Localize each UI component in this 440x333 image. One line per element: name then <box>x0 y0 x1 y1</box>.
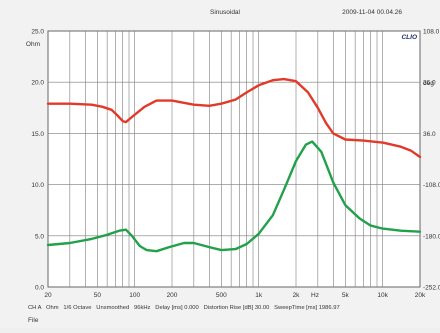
series-line-2 <box>46 140 422 253</box>
x-axis-tick-label: 2k <box>293 292 301 299</box>
x-axis-tick-label: 10k <box>377 292 388 299</box>
brand-logo: CLIO <box>401 34 417 41</box>
chart-title: Sinusoidal <box>210 9 241 16</box>
timestamp: 2009-11-04 00.04.26 <box>342 9 402 16</box>
x-axis-tick-label: 100 <box>129 292 140 299</box>
right-axis-tick-label: 108.0 <box>423 29 440 36</box>
series-line-1 <box>46 77 422 159</box>
x-axis-tick-label: 200 <box>167 292 178 299</box>
right-axis-tick-label: 36.0 <box>423 80 436 87</box>
x-axis-tick-label: 20k <box>415 292 426 299</box>
right-axis-tick-label: -108.0 <box>423 182 440 189</box>
file-menu[interactable]: File <box>28 317 39 324</box>
left-axis-tick-label: 0.0 <box>35 285 44 292</box>
right-axis-tick-label: 36.0 <box>423 131 436 138</box>
left-axis-tick-label: 20.0 <box>31 80 44 87</box>
x-axis-unit: Hz <box>311 292 319 299</box>
x-axis-tick-label: 20 <box>44 292 52 299</box>
plot-area <box>47 30 421 288</box>
right-axis-unit: deg <box>423 80 434 87</box>
x-axis-tick-label: 5k <box>342 292 350 299</box>
x-axis-tick-label: 500 <box>216 292 227 299</box>
measurement-info: CH A Ohm 1/6 Octave Unsmoothed 96kHz Del… <box>28 305 340 311</box>
left-axis-tick-label: 15.0 <box>31 131 44 138</box>
left-axis-tick-label: 10.0 <box>31 182 44 189</box>
left-axis-tick-label: 25.0 <box>31 29 44 36</box>
left-axis-unit: Ohm <box>26 41 40 48</box>
series-layer <box>46 77 422 253</box>
right-axis-tick-label: -252.0 <box>423 285 440 292</box>
left-axis-tick-label: 5.0 <box>35 233 44 240</box>
x-axis-tick-label: 50 <box>94 292 102 299</box>
tick-labels: 25.0 20.0 15.0 10.0 5.0 0.0 108.0 36.0 36.0 -108.… <box>31 29 440 300</box>
x-axis-tick-label: 1k <box>255 292 263 299</box>
right-axis-tick-label: -180.0 <box>423 233 440 240</box>
grid <box>48 31 420 287</box>
